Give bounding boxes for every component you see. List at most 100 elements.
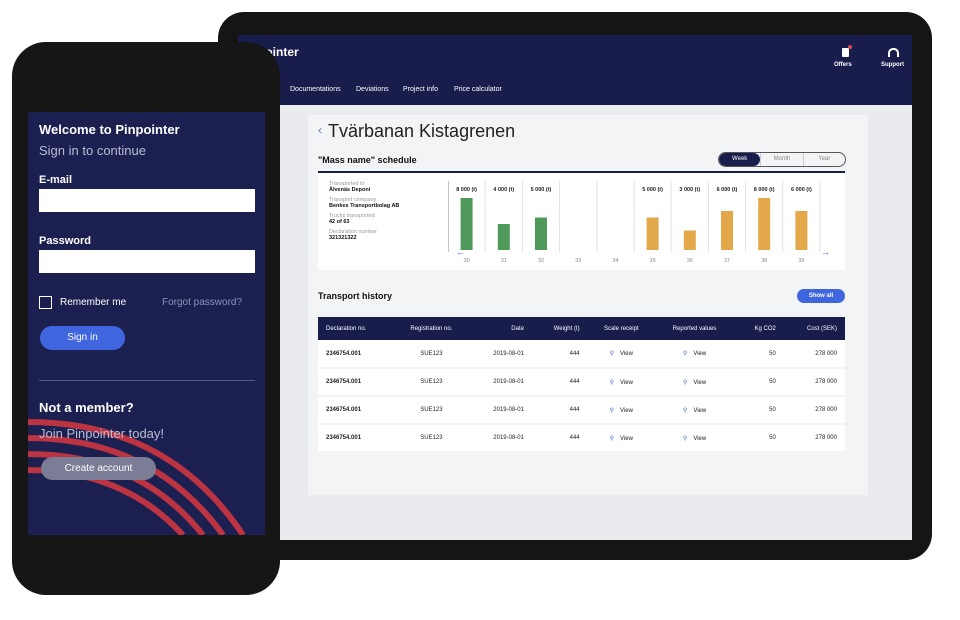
column-header: Reported values <box>672 325 717 332</box>
table-cell: 444 <box>532 368 588 396</box>
offers-icon <box>842 48 849 57</box>
cell-text: 278 000 <box>815 407 837 413</box>
table-cell: 50 <box>734 368 784 396</box>
cell-text: 50 <box>769 435 776 441</box>
table-cell: 2019-08-01 <box>470 368 532 396</box>
day-label: 35 <box>650 258 656 264</box>
cell-text: 2346754.001 <box>326 407 362 413</box>
cell-text: 50 <box>769 379 776 385</box>
bar <box>646 217 659 250</box>
table-cell: 444 <box>532 424 588 452</box>
divider <box>39 380 255 381</box>
next-arrow[interactable]: → <box>821 247 830 257</box>
table-cell: 2346754.001 <box>318 340 393 368</box>
welcome-subtitle: Sign in to continue <box>39 143 146 158</box>
schedule-info: Transported to Älvenäs Deponi Transport co… <box>329 181 399 245</box>
show-all-button[interactable]: Show all <box>797 289 845 303</box>
column-header: Registration no. <box>410 325 453 332</box>
page-title: Tvärbanan Kistagrenen <box>328 121 516 141</box>
bar-label: 5 000 (t) <box>531 187 552 193</box>
bar-label: 8 000 (t) <box>456 187 477 193</box>
join-text: Join Pinpointer today! <box>39 426 165 441</box>
offers[interactable]: Offers <box>834 62 852 68</box>
cell-text[interactable]: View <box>620 407 633 414</box>
cell-text[interactable]: View <box>620 351 633 357</box>
table-row: 2346754.001 SUE123 2019-08-01 444 ⚲ View ⚲ View… <box>318 368 845 396</box>
password-input[interactable] <box>39 250 255 273</box>
schedule-title: "Mass name" schedule <box>318 155 417 165</box>
cell-text: 278 000 <box>815 435 837 441</box>
cell-text[interactable]: View <box>693 351 707 357</box>
table-cell: 278 000 <box>784 368 845 396</box>
table-cell: SUE123 <box>393 396 470 424</box>
cell-text: SUE123 <box>420 350 443 357</box>
period-option[interactable]: Year <box>802 153 845 166</box>
nav-item[interactable]: Project info <box>403 86 439 93</box>
cell-text[interactable]: View <box>620 379 633 386</box>
support[interactable]: Support <box>881 62 904 68</box>
app-header: pointer Offers Support Documentations De… <box>238 35 912 105</box>
cell-text: 278 000 <box>815 350 837 357</box>
prev-arrow[interactable]: ← <box>456 247 465 257</box>
day-label: 34 <box>612 258 618 264</box>
info-value: Älvenäs Deponi <box>329 187 371 193</box>
cell-text: 2019-08-01 <box>493 435 524 441</box>
cell-text: SUE123 <box>420 435 443 441</box>
table-cell: 2346754.001 <box>318 368 393 396</box>
schedule-chart: ← → 30 8 000 (t) 31 4 000 (t) 32 5 000 (t) 33 3… <box>448 181 830 264</box>
table-cell: 50 <box>734 424 784 452</box>
cell-text[interactable]: View <box>620 435 633 442</box>
schedule-card <box>318 173 845 270</box>
cell-text: 2346754.001 <box>326 350 362 357</box>
back-arrow[interactable]: ‹ <box>318 123 322 137</box>
bar <box>535 217 547 250</box>
sign-in-button[interactable]: Sign in <box>40 326 125 350</box>
column-header: Cost (SEK) <box>806 325 837 332</box>
column-header: Date <box>511 325 524 332</box>
phone-screen: Welcome to Pinpointer Sign in to continu… <box>28 112 265 535</box>
forgot-link[interactable]: Forgot password? <box>162 297 243 308</box>
table-cell: 278 000 <box>784 340 845 368</box>
bar-label: 6 000 (t) <box>717 187 738 193</box>
not-member: Not a member? <box>39 400 134 415</box>
bar <box>758 198 771 250</box>
email-input[interactable] <box>39 189 255 212</box>
create-account-button[interactable]: Create account <box>41 457 156 480</box>
nav-item[interactable]: Price calculator <box>454 86 502 93</box>
cell-text[interactable]: View <box>693 435 707 442</box>
cell-text: 50 <box>769 350 776 357</box>
table-cell: 50 <box>734 340 784 368</box>
info-label: Declaration number <box>329 229 377 235</box>
bar <box>795 211 808 250</box>
cell-text: 2346754.001 <box>326 435 362 441</box>
cell-text[interactable]: View <box>693 407 707 414</box>
history-title: Transport history <box>318 291 393 301</box>
day-label: 38 <box>761 258 767 264</box>
column-header: Declaration no. <box>326 325 367 332</box>
search-icon: ⚲ <box>609 435 615 442</box>
day-label: 36 <box>687 258 693 264</box>
period-option[interactable]: Month <box>760 153 802 166</box>
cell-text: 444 <box>569 379 580 385</box>
day-label: 31 <box>501 258 507 264</box>
table-cell: 2019-08-01 <box>470 396 532 424</box>
info-value: 42 of 63 <box>329 219 350 225</box>
bar-label: 8 000 (t) <box>754 187 775 193</box>
table-cell: ⚲ View <box>655 396 734 424</box>
cell-text: 2019-08-01 <box>493 407 524 413</box>
search-icon: ⚲ <box>609 351 615 357</box>
period-option[interactable]: Week <box>719 153 761 166</box>
nav-item[interactable]: Documentations <box>290 86 341 93</box>
day-label: 32 <box>538 258 544 264</box>
cell-text[interactable]: View <box>693 379 707 386</box>
search-icon: ⚲ <box>682 435 688 442</box>
cell-text: 2346754.001 <box>326 379 362 385</box>
table-cell: ⚲ View <box>588 340 655 368</box>
remember-checkbox[interactable] <box>39 296 52 309</box>
cell-text: 2019-08-01 <box>493 350 524 357</box>
history-table: Declaration no. Registration no. Date Weigh… <box>318 317 845 453</box>
table-row: 2346754.001 SUE123 2019-08-01 444 ⚲ View ⚲ View… <box>318 340 845 368</box>
nav-item[interactable]: Deviations <box>356 86 389 93</box>
table-cell: 2346754.001 <box>318 424 393 452</box>
table-cell: ⚲ View <box>655 368 734 396</box>
